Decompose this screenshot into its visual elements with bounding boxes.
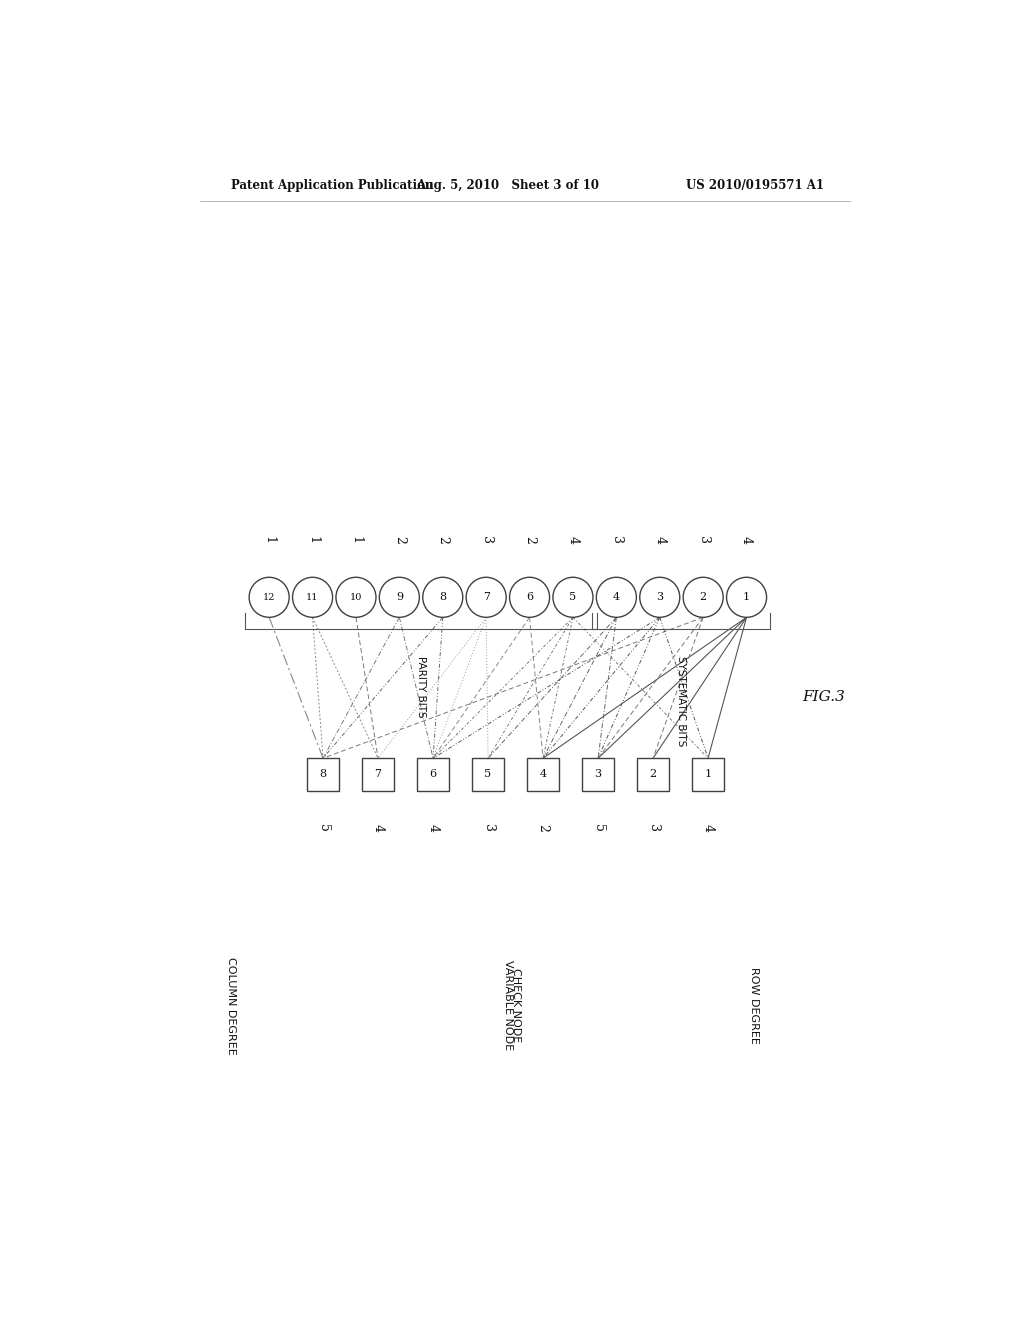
FancyBboxPatch shape [361, 758, 394, 791]
Text: 6: 6 [429, 770, 436, 779]
FancyBboxPatch shape [692, 758, 724, 791]
Circle shape [596, 577, 636, 618]
Circle shape [640, 577, 680, 618]
Text: 4: 4 [427, 824, 439, 833]
Text: 2: 2 [393, 536, 406, 544]
Text: 3: 3 [646, 824, 659, 833]
Text: Patent Application Publication: Patent Application Publication [230, 178, 433, 191]
Text: 6: 6 [526, 593, 534, 602]
Text: 1: 1 [349, 536, 362, 544]
Text: 4: 4 [372, 824, 385, 833]
Text: 4: 4 [612, 593, 620, 602]
Text: 1: 1 [743, 593, 751, 602]
Text: 7: 7 [375, 770, 382, 779]
Text: 12: 12 [263, 593, 275, 602]
FancyBboxPatch shape [637, 758, 670, 791]
Text: 5: 5 [569, 593, 577, 602]
Text: 4: 4 [653, 536, 667, 544]
Text: 4: 4 [740, 536, 753, 544]
Circle shape [293, 577, 333, 618]
Circle shape [727, 577, 767, 618]
Text: 5: 5 [592, 825, 604, 832]
Text: 11: 11 [306, 593, 318, 602]
Text: 10: 10 [350, 593, 362, 602]
Text: 5: 5 [484, 770, 492, 779]
Text: 7: 7 [482, 593, 489, 602]
FancyBboxPatch shape [472, 758, 504, 791]
Text: FIG.3: FIG.3 [802, 690, 845, 705]
FancyBboxPatch shape [417, 758, 450, 791]
Text: 2: 2 [436, 536, 450, 544]
Circle shape [683, 577, 723, 618]
Text: 4: 4 [701, 824, 715, 833]
Text: 5: 5 [316, 825, 330, 832]
Text: 3: 3 [479, 536, 493, 544]
FancyBboxPatch shape [307, 758, 339, 791]
Text: 4: 4 [540, 770, 547, 779]
Text: 3: 3 [656, 593, 664, 602]
Text: 1: 1 [263, 536, 275, 544]
Text: 2: 2 [699, 593, 707, 602]
Text: 4: 4 [566, 536, 580, 544]
Circle shape [466, 577, 506, 618]
Text: 2: 2 [523, 536, 536, 544]
Circle shape [423, 577, 463, 618]
Text: SYSTEMATIC BITS: SYSTEMATIC BITS [677, 656, 686, 746]
Text: 9: 9 [396, 593, 402, 602]
Circle shape [379, 577, 420, 618]
Text: 3: 3 [595, 770, 602, 779]
Circle shape [336, 577, 376, 618]
Text: 3: 3 [610, 536, 623, 544]
FancyBboxPatch shape [582, 758, 614, 791]
Text: 8: 8 [439, 593, 446, 602]
Text: VARIABLE NODE: VARIABLE NODE [503, 961, 513, 1051]
Circle shape [249, 577, 289, 618]
Text: PARITY BITS: PARITY BITS [416, 656, 426, 718]
Text: 1: 1 [306, 536, 319, 544]
Text: 2: 2 [649, 770, 656, 779]
Text: CHECK NODE: CHECK NODE [511, 969, 520, 1043]
Text: 3: 3 [696, 536, 710, 544]
Text: US 2010/0195571 A1: US 2010/0195571 A1 [685, 178, 823, 191]
Text: 3: 3 [481, 824, 495, 833]
Circle shape [553, 577, 593, 618]
FancyBboxPatch shape [527, 758, 559, 791]
Text: COLUMN DEGREE: COLUMN DEGREE [225, 957, 236, 1055]
Text: Aug. 5, 2010   Sheet 3 of 10: Aug. 5, 2010 Sheet 3 of 10 [417, 178, 599, 191]
Text: 1: 1 [705, 770, 712, 779]
Text: 8: 8 [319, 770, 327, 779]
Circle shape [510, 577, 550, 618]
Text: 2: 2 [537, 825, 550, 832]
Text: ROW DEGREE: ROW DEGREE [750, 968, 759, 1044]
